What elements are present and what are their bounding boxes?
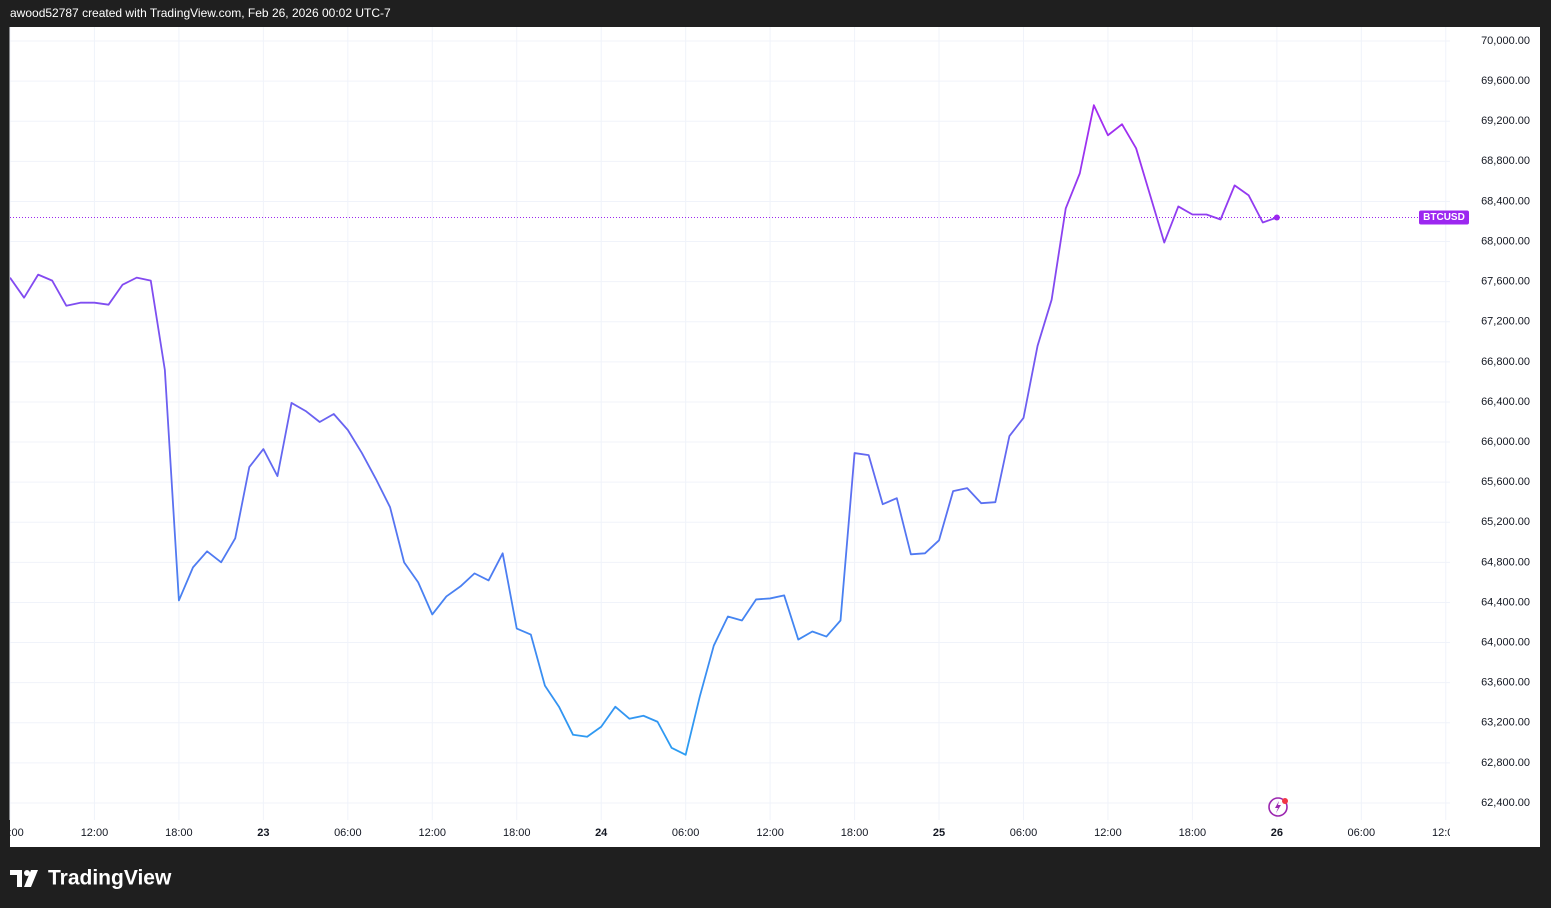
y-tick-label: 69,600.00 [1481,75,1530,87]
x-tick-label: 23 [257,827,269,839]
x-tick-label: 18:00 [841,827,869,839]
y-tick-label: 66,800.00 [1481,356,1530,368]
y-tick-label: 67,600.00 [1481,276,1530,288]
y-tick-label: 68,400.00 [1481,195,1530,207]
y-tick-label: 62,800.00 [1481,757,1530,769]
y-tick-label: 68,800.00 [1481,155,1530,167]
footer-logo [10,870,38,887]
chart-panel [10,27,1540,847]
y-tick-label: 63,200.00 [1481,717,1530,729]
x-tick-label: 26 [1271,827,1283,839]
x-tick-label: 12:00 [81,827,109,839]
y-tick-label: 65,600.00 [1481,476,1530,488]
grid [9,27,1450,820]
x-tick-label: 06:00 [1348,827,1376,839]
symbol-label: BTCUSD [1423,212,1465,223]
x-tick-label: 18:00 [503,827,531,839]
x-tick-label: 06:00 [672,827,700,839]
y-tick-label: 66,400.00 [1481,396,1530,408]
x-tick-label: 06:00 [0,827,24,839]
axes: 62,400.00 62,800.00 63,200.00 63,600.00 64,0… [1419,35,1530,809]
y-tick-label: 66,000.00 [1481,436,1530,448]
footer-brand: TradingView [48,867,172,890]
x-tick-label: 06:00 [1010,827,1038,839]
x-tick-label: 24 [595,827,608,839]
x-tick-label: 18:00 [165,827,193,839]
last-point [1273,214,1280,221]
y-tick-label: 64,800.00 [1481,556,1530,568]
x-tick-label: 12:00 [756,827,784,839]
price-line [10,104,1278,756]
plot: 06:00 12:00 18:00 23 06:00 12:00 18:00 24 06:00 1… [0,104,1460,839]
y-tick-label: 68,000.00 [1481,235,1530,247]
x-tick-label: 12:00 [419,827,447,839]
x-tick-label: 12:00 [1094,827,1122,839]
y-tick-label: 69,200.00 [1481,115,1530,127]
x-tick-label: 18:00 [1179,827,1207,839]
y-tick-label: 63,600.00 [1481,677,1530,689]
assistant-icon [1268,797,1288,817]
y-tick-label: 64,000.00 [1481,636,1530,648]
y-tick-label: 65,200.00 [1481,516,1530,528]
y-tick-label: 70,000.00 [1481,35,1530,47]
symbol-badge [1419,210,1469,225]
y-tick-label: 67,200.00 [1481,316,1530,328]
y-tick-label: 62,400.00 [1481,797,1530,809]
header-text: awood52787 created with TradingView.com,… [10,6,391,20]
x-tick-label: 06:00 [334,827,362,839]
x-tick-label: 25 [933,827,945,839]
x-tick-label: 12:00 [1432,827,1460,839]
y-tick-label: 64,400.00 [1481,596,1530,608]
